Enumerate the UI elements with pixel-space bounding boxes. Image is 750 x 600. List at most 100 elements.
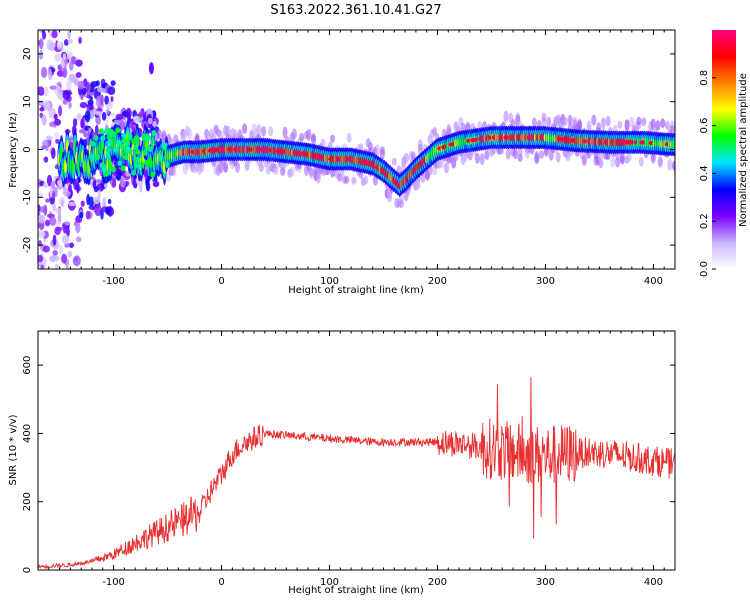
heatmap-cell xyxy=(45,219,51,227)
heatmap-cell xyxy=(75,236,82,243)
heatmap-cell xyxy=(106,108,110,115)
heatmap-cell xyxy=(218,130,224,141)
heatmap-cell xyxy=(158,154,164,161)
heatmap-cell xyxy=(577,120,583,132)
heatmap-cell xyxy=(67,250,72,258)
colorbar-label: Normalized spectral amplitude xyxy=(738,73,749,227)
heatmap-cell xyxy=(147,117,153,125)
heatmap-cell xyxy=(132,177,137,189)
heatmap-cell xyxy=(484,150,490,160)
heatmap-cell xyxy=(194,133,200,143)
heatmap-cell xyxy=(85,210,91,220)
heatmap-cell xyxy=(108,157,112,171)
heatmap-cell xyxy=(101,111,107,121)
heatmap-cell xyxy=(135,149,141,155)
heatmap-cell xyxy=(51,30,58,39)
heatmap-cell xyxy=(39,49,44,60)
heatmap-cell xyxy=(68,184,72,193)
heatmap-cell xyxy=(398,199,404,208)
heatmap-cell xyxy=(199,160,205,173)
heatmap-cell xyxy=(62,53,67,60)
heatmap-cell xyxy=(94,110,103,116)
heatmap-cell xyxy=(586,120,592,130)
snr-y-axis-label: SNR (10 * v/v) xyxy=(8,414,19,485)
heatmap-cell xyxy=(90,81,98,88)
colorbar-tick-label: 0.4 xyxy=(699,165,710,181)
snr-y-tick-label: 200 xyxy=(22,492,33,511)
heatmap-cell xyxy=(104,95,109,105)
heatmap-cell xyxy=(54,118,62,126)
heatmap-cell xyxy=(299,132,305,142)
heatmap-cell xyxy=(97,85,102,93)
heatmap-cell xyxy=(61,234,70,245)
heatmap-cell xyxy=(38,204,41,212)
snr-frame xyxy=(37,330,676,571)
heatmap-cell xyxy=(655,122,661,131)
heatmap-cell xyxy=(69,242,74,248)
heatmap-cell xyxy=(479,153,485,166)
heatmap-cell xyxy=(75,222,81,234)
heatmap-cell xyxy=(121,137,127,144)
heatmap-x-tick-label: -100 xyxy=(102,276,125,287)
heatmap-cells xyxy=(38,30,675,269)
heatmap-cell xyxy=(161,142,167,148)
heatmap-cell xyxy=(123,154,129,161)
snr-x-tick-label: -100 xyxy=(102,577,125,588)
snr-x-tick-label: 100 xyxy=(320,577,339,588)
heatmap-cell xyxy=(97,189,101,200)
heatmap-cell xyxy=(505,148,511,160)
heatmap-cell xyxy=(78,36,82,44)
heatmap-cell xyxy=(56,40,62,50)
heatmap-cell xyxy=(133,144,139,151)
heatmap-cell xyxy=(531,117,537,128)
heatmap-cell xyxy=(672,160,675,171)
snr-x-ticks: -100 0 100 200 300 400 xyxy=(37,331,676,588)
heatmap-cell xyxy=(261,126,267,137)
heatmap-cell xyxy=(315,172,321,184)
heatmap-cell xyxy=(375,143,381,156)
heatmap-cell xyxy=(562,116,568,126)
snr-series-line xyxy=(38,376,675,570)
heatmap-cell xyxy=(55,264,59,269)
heatmap-cell xyxy=(53,255,60,261)
heatmap-cell xyxy=(72,255,81,267)
heatmap-cell xyxy=(67,38,74,44)
heatmap-cell xyxy=(142,149,148,156)
heatmap-y-tick-label: -20 xyxy=(22,237,33,253)
heatmap-cell xyxy=(68,101,72,109)
heatmap-cell xyxy=(125,139,131,146)
heatmap-cell xyxy=(63,39,69,46)
heatmap-cell xyxy=(87,99,94,105)
heatmap-y-tick-label: -10 xyxy=(22,189,33,205)
heatmap-cell xyxy=(111,166,117,173)
heatmap-y-tick-label: 10 xyxy=(22,95,33,108)
heatmap-cell xyxy=(45,135,53,141)
heatmap-cell xyxy=(85,81,89,93)
heatmap-cell xyxy=(144,159,150,166)
heatmap-cell xyxy=(62,67,68,79)
heatmap-x-tick-label: 300 xyxy=(536,276,555,287)
heatmap-cell xyxy=(567,114,573,124)
heatmap-cell xyxy=(107,140,112,147)
heatmap-cell xyxy=(242,123,248,135)
heatmap-cell xyxy=(94,204,102,217)
colorbar-tick-label: 0.6 xyxy=(699,118,710,134)
heatmap-cell xyxy=(151,137,155,150)
heatmap-cell xyxy=(88,127,92,133)
heatmap-cell xyxy=(60,58,65,69)
snr-background xyxy=(38,331,675,570)
heatmap-x-tick-label: 200 xyxy=(428,276,447,287)
heatmap-x-tick-label: 400 xyxy=(644,276,663,287)
heatmap-cell xyxy=(43,100,51,111)
heatmap-cell xyxy=(39,107,45,112)
colorbar-tick-label: 0.2 xyxy=(699,213,710,229)
heatmap-cell xyxy=(43,204,48,216)
heatmap-cell xyxy=(68,201,76,207)
heatmap-cell xyxy=(69,61,74,71)
heatmap-cell xyxy=(109,112,116,118)
colorbar-scale xyxy=(712,30,736,269)
heatmap-cell xyxy=(79,211,84,219)
heatmap-cell xyxy=(292,128,297,140)
heatmap-cell xyxy=(134,156,140,163)
heatmap-cell xyxy=(63,225,69,233)
